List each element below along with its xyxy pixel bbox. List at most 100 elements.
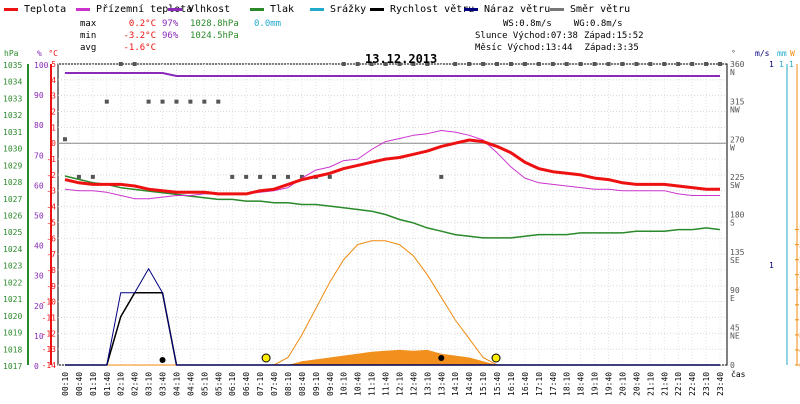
legend-swatch: [76, 7, 90, 11]
stats-max-press: 1028.8hPa: [190, 19, 239, 29]
wind-dir-point: [355, 62, 360, 66]
tick-x: 07:40: [270, 372, 279, 396]
tick-x: 04:40: [186, 372, 195, 396]
axis-title-deg: °: [731, 49, 736, 58]
stats-avg-row: avg -1.6°C: [80, 42, 281, 54]
stats-min-press: 1024.5hPa: [190, 31, 239, 41]
tick-pct: 40: [34, 242, 44, 251]
legend-label: Vlhkost: [188, 3, 231, 15]
tick-c: -6: [46, 234, 56, 243]
tick-c: -7: [46, 250, 56, 259]
tick-c: -10: [42, 298, 57, 307]
axis-title-c: °C: [48, 49, 58, 58]
tick-ms: 1: [769, 261, 774, 270]
tick-x: 02:10: [117, 372, 126, 396]
legend-item-smer-vetru: Směr větru: [550, 3, 630, 15]
tick-x: 14:10: [451, 372, 460, 396]
tick-hpa: 1019: [3, 329, 22, 338]
axis-title-mm: mm: [777, 49, 787, 58]
wind-dir-point: [522, 62, 527, 66]
wind-dir-point: [272, 174, 277, 179]
legend-item-prizemni-teplota: Přízemní teplota: [76, 3, 192, 15]
tick-pct: 30: [34, 272, 44, 281]
wind-dir-point: [104, 99, 109, 104]
wind-dir-point: [508, 62, 513, 66]
wind-dir-point: [202, 99, 207, 104]
sunset-marker: [491, 353, 501, 363]
legend-label: Náraz větru: [484, 3, 551, 15]
tick-c: -13: [42, 345, 57, 354]
tick-deg: 180: [730, 211, 745, 220]
tick-pct: 90: [34, 91, 44, 100]
wind-dir-point: [536, 62, 541, 66]
wind-dir-point: [216, 99, 221, 104]
wind-dir-point: [648, 62, 653, 66]
x-axis-title: čas: [731, 369, 746, 379]
tick-hpa: 1033: [3, 94, 22, 103]
legend-swatch: [550, 7, 564, 11]
wind-dir-point: [439, 174, 444, 179]
tick-pct: 10: [34, 332, 44, 341]
legend-swatch: [370, 7, 384, 11]
wind-dir-point: [230, 174, 235, 179]
wind-dir-point: [76, 174, 81, 179]
tick-pct: 60: [34, 181, 44, 190]
sunrise: Slunce Východ:07:38: [475, 31, 578, 41]
tick-x: 17:10: [535, 372, 544, 396]
tick-deg: 90: [730, 286, 740, 295]
tick-hpa: 1017: [3, 362, 22, 371]
wind-dir-point: [620, 62, 625, 66]
tick-x: 03:40: [159, 372, 168, 396]
wind-dir-point: [578, 62, 583, 66]
wind-dir-point: [592, 62, 597, 66]
tick-x: 20:40: [632, 372, 641, 396]
tick-deg: 135: [730, 248, 745, 257]
tick-dir: S: [730, 219, 735, 228]
wind-dir-point: [411, 62, 416, 66]
tick-hpa: 1029: [3, 161, 22, 170]
wind-dir-point: [481, 62, 486, 66]
tick-hpa: 1032: [3, 111, 22, 120]
pressure-line: [64, 175, 721, 239]
moonrise: Měsíc Východ:13:44: [475, 43, 573, 53]
wind-dir-point: [690, 62, 695, 66]
tick-x: 19:40: [605, 372, 614, 396]
tick-dir: SW: [730, 181, 740, 190]
tick-hpa: 1018: [3, 345, 22, 354]
tick-x: 01:10: [89, 372, 98, 396]
wind-dir-point: [453, 62, 458, 66]
legend-label: Tlak: [270, 3, 295, 15]
tick-c: 5: [51, 60, 56, 69]
tick-c: 1: [51, 123, 56, 132]
wind-dir-point: [550, 62, 555, 66]
tick-deg: 315: [730, 98, 745, 107]
tick-dir: N: [730, 68, 735, 77]
tick-hpa: 1020: [3, 312, 22, 321]
tick-ms: 1: [769, 60, 774, 69]
wind-dir-point: [467, 62, 472, 66]
tick-c: -5: [46, 218, 56, 227]
wind-gust: WG:0.8m/s: [573, 19, 623, 29]
wind-dir-point: [397, 62, 402, 66]
wind-dir-point: [90, 174, 95, 179]
tick-x: 00:40: [75, 372, 84, 396]
wind-dir-point: [662, 62, 667, 66]
tick-x: 08:10: [284, 372, 293, 396]
tick-c: -12: [42, 329, 57, 338]
sun-moon-box: WS:0.8m/s WG:0.8m/s Slunce Východ:07:38 …: [475, 18, 644, 54]
tick-hpa: 1021: [3, 295, 22, 304]
tick-pct: 20: [34, 302, 44, 311]
tick-c: 3: [51, 92, 56, 101]
stats-label: min: [80, 31, 97, 41]
moonrise-marker: [438, 355, 445, 361]
legend-label: Teplota: [24, 3, 67, 15]
wind-dir-point: [327, 174, 332, 179]
tick-x: 22:10: [674, 372, 683, 396]
tick-pct: 80: [34, 121, 44, 130]
tick-x: 12:10: [395, 372, 404, 396]
tick-c: -14: [42, 361, 57, 370]
wind-gust-line: [65, 268, 720, 366]
stats-max-temp: 0.2°C: [128, 19, 156, 29]
tick-x: 08:40: [298, 372, 307, 396]
